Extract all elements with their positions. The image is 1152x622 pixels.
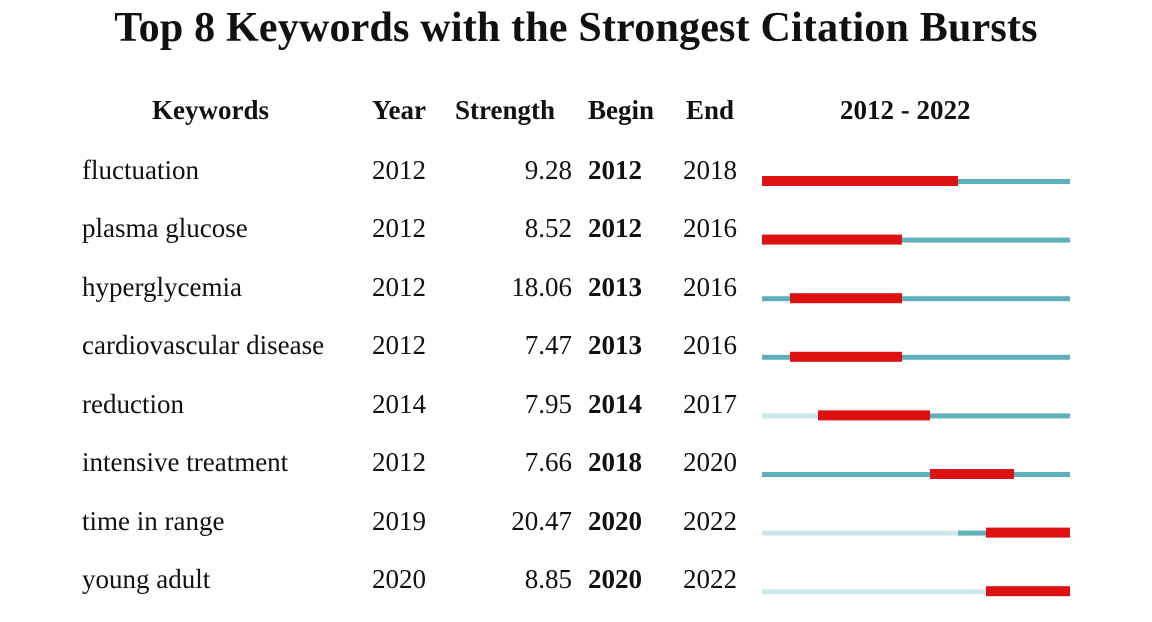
keyword-cell: young adult	[82, 564, 211, 594]
end-cell: 2018	[683, 155, 737, 185]
active-span	[762, 354, 1070, 360]
year-cell: 2012	[372, 213, 426, 243]
strength-cell: 20.47	[511, 506, 572, 536]
burst-bar	[930, 469, 1014, 479]
table-row: plasma glucose 2012 8.52 2012 2016	[0, 213, 1152, 271]
begin-cell: 2018	[588, 447, 642, 477]
table-row: hyperglycemia 2012 18.06 2013 2016	[0, 272, 1152, 330]
burst-bar	[986, 586, 1070, 597]
end-cell: 2022	[683, 564, 737, 594]
header-begin: Begin	[588, 95, 655, 125]
begin-cell: 2013	[588, 272, 642, 302]
year-cell: 2012	[372, 447, 426, 477]
strength-cell: 8.85	[524, 564, 572, 594]
inactive-span	[762, 413, 818, 419]
active-span	[762, 472, 1070, 477]
begin-cell: 2020	[588, 506, 642, 536]
strength-cell: 8.52	[524, 213, 572, 243]
year-cell: 2012	[372, 272, 426, 302]
burst-bar	[790, 293, 902, 304]
inactive-span	[762, 530, 958, 536]
header-strength: Strength	[455, 95, 556, 125]
burst-timeline	[762, 176, 1070, 597]
year-cell: 2014	[372, 389, 426, 419]
burst-bar	[762, 176, 958, 186]
year-cell: 2020	[372, 564, 426, 594]
begin-cell: 2012	[588, 213, 642, 243]
burst-bar	[762, 234, 902, 245]
end-cell: 2020	[683, 447, 737, 477]
active-span	[762, 296, 1070, 302]
burst-bar	[986, 527, 1070, 538]
strength-cell: 9.28	[524, 155, 572, 185]
begin-cell: 2014	[588, 389, 642, 419]
end-cell: 2022	[683, 506, 737, 536]
strength-cell: 7.66	[524, 447, 572, 477]
table-row: intensive treatment 2012 7.66 2018 2020	[0, 447, 1152, 505]
keyword-cell: fluctuation	[82, 155, 199, 185]
table-row: cardiovascular disease 2012 7.47 2013 20…	[0, 330, 1152, 388]
end-cell: 2016	[683, 330, 737, 360]
end-cell: 2016	[683, 213, 737, 243]
keyword-cell: reduction	[82, 389, 184, 419]
header-year: Year	[372, 95, 426, 125]
strength-cell: 7.47	[524, 330, 572, 360]
strength-cell: 7.95	[524, 389, 572, 419]
table-row: young adult 2020 8.85 2020 2022	[0, 564, 1152, 622]
year-cell: 2012	[372, 155, 426, 185]
active-span	[818, 413, 1070, 419]
table-row: fluctuation 2012 9.28 2012 2018	[0, 155, 1152, 213]
inactive-span	[762, 589, 986, 595]
year-cell: 2019	[372, 506, 426, 536]
active-span	[762, 237, 1070, 243]
end-cell: 2017	[683, 389, 737, 419]
begin-cell: 2012	[588, 155, 642, 185]
table-row: time in range 2019 20.47 2020 2022	[0, 506, 1152, 564]
keyword-cell: intensive treatment	[82, 447, 289, 477]
begin-cell: 2013	[588, 330, 642, 360]
header-keywords: Keywords	[152, 95, 269, 125]
burst-bar	[818, 410, 930, 421]
end-cell: 2016	[683, 272, 737, 302]
keyword-cell: time in range	[82, 506, 225, 536]
year-cell: 2012	[372, 330, 426, 360]
strength-cell: 18.06	[511, 272, 572, 302]
chart-title: Top 8 Keywords with the Strongest Citati…	[114, 5, 1038, 51]
keyword-cell: hyperglycemia	[82, 272, 242, 302]
begin-cell: 2020	[588, 564, 642, 594]
header-timeline-range: 2012 - 2022	[840, 95, 971, 125]
keyword-cell: cardiovascular disease	[82, 330, 325, 360]
header-end: End	[686, 95, 735, 125]
keyword-cell: plasma glucose	[82, 213, 248, 243]
table-row: reduction 2014 7.95 2014 2017	[0, 389, 1152, 447]
burst-bar	[790, 351, 902, 362]
